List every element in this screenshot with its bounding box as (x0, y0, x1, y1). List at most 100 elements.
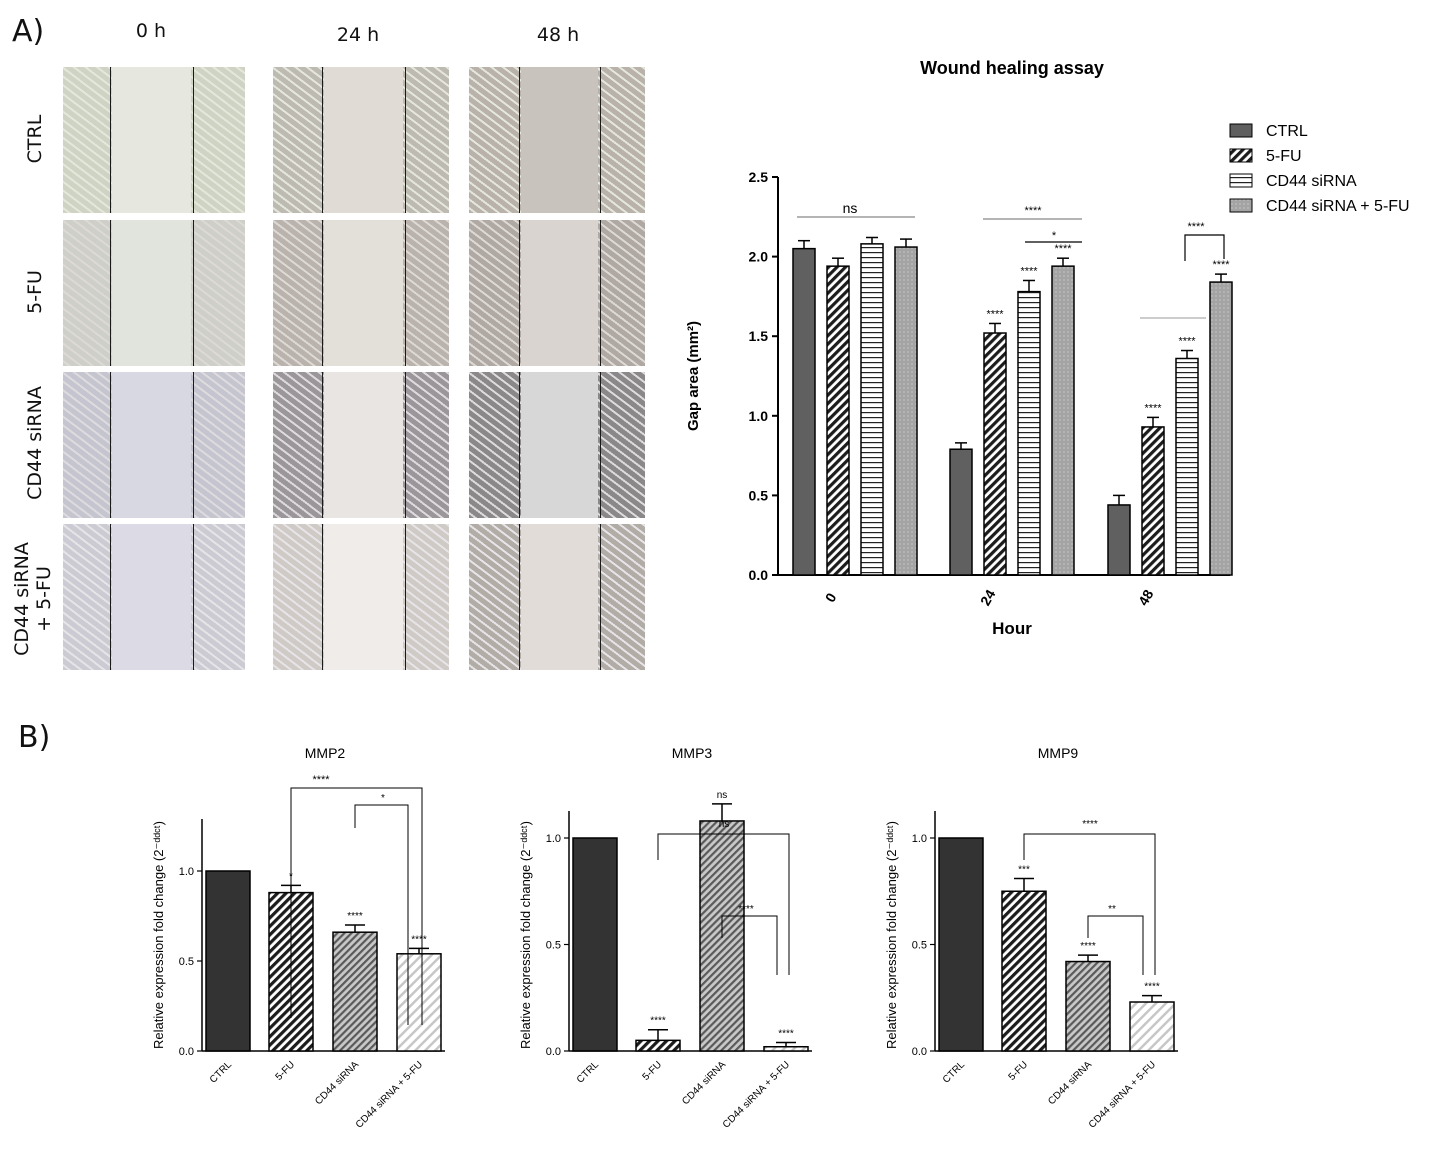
wound-gap (521, 372, 598, 518)
x-tick-label: CD44 siRNA + 5-FU (1087, 1059, 1158, 1130)
comparison-label: ** (1108, 904, 1116, 915)
x-tick-label: 5-FU (274, 1059, 298, 1083)
significance-label: **** (411, 934, 427, 945)
bar (1129, 1001, 1175, 1052)
y-tick-label: 2.5 (749, 169, 769, 185)
row-header-5fu: 5-FU (24, 270, 46, 314)
comparison-label: **** (1082, 819, 1098, 830)
significance-label: **** (650, 1016, 666, 1027)
comparison-label: * (381, 793, 385, 804)
x-tick-label: 0 (822, 590, 840, 605)
bar (205, 870, 251, 1052)
bar (1107, 504, 1131, 576)
wound-gap (112, 67, 191, 213)
wound-gap (324, 67, 403, 213)
x-tick-label: 5-FU (1007, 1059, 1031, 1083)
wound-gap (324, 372, 403, 518)
wound-gap (521, 67, 598, 213)
bar (1051, 265, 1075, 576)
column-header-48h: 48 h (536, 24, 580, 46)
comparison-label: **** (738, 904, 754, 915)
significance-label: **** (778, 1028, 794, 1039)
wound-gap (112, 220, 191, 366)
legend-swatch (1229, 198, 1253, 213)
significance-label: **** (1212, 259, 1230, 271)
bar (332, 931, 378, 1052)
bar (826, 265, 850, 576)
scratch-line (519, 372, 520, 518)
chart-title: MMP2 (305, 745, 346, 761)
scratch-line (519, 67, 520, 213)
bar (763, 1045, 809, 1052)
y-tick-label: 1.0 (179, 866, 194, 878)
micrograph-image (273, 524, 449, 670)
micrograph-image (469, 372, 645, 518)
row-header-cd44-sirna-5fu: CD44 siRNA + 5-FU (11, 542, 55, 656)
y-tick-label: 0.0 (179, 1046, 194, 1058)
scratch-line (519, 524, 520, 670)
y-tick-label: 1.0 (546, 833, 561, 845)
scratch-line (110, 67, 111, 213)
bar (949, 448, 973, 576)
legend-swatch (1229, 123, 1253, 138)
comparison-bracket (290, 787, 423, 1025)
scratch-line (193, 67, 194, 213)
bar (983, 332, 1007, 576)
significance-label: **** (1054, 243, 1072, 255)
legend-label: 5-FU (1266, 148, 1302, 165)
comparison-label: **** (1024, 205, 1042, 217)
wound-gap (324, 524, 403, 670)
y-axis-label: Relative expression fold change (2⁻ᵈᵈᶜᵗ) (151, 821, 166, 1049)
significance-label: ns (717, 790, 728, 801)
bar (396, 953, 442, 1052)
comparison-bracket (1184, 234, 1225, 261)
scratch-line (519, 220, 520, 366)
y-tick-label: 0.5 (546, 940, 561, 952)
significance-label: **** (1144, 982, 1160, 993)
significance-label: **** (1144, 402, 1162, 414)
scratch-line (193, 524, 194, 670)
significance-label: **** (1020, 265, 1038, 277)
comparison-bracket (1087, 915, 1144, 975)
bar (1209, 281, 1233, 576)
x-axis-label: Hour (992, 619, 1032, 638)
comparison-label: **** (312, 774, 330, 786)
scratch-line (600, 372, 601, 518)
row-header-ctrl: CTRL (24, 114, 46, 164)
y-tick-label: 1.0 (749, 408, 769, 424)
micrograph-image (273, 372, 449, 518)
x-tick-label: CD44 siRNA + 5-FU (354, 1059, 425, 1130)
comparison-bracket (354, 804, 409, 1025)
scratch-line (322, 524, 323, 670)
y-tick-label: 0.5 (179, 956, 194, 968)
row-header-cd44-sirna: CD44 siRNA (24, 386, 46, 500)
y-axis-label: Gap area (mm²) (685, 321, 702, 431)
y-tick-label: 0.0 (546, 1046, 561, 1058)
bar (635, 1039, 681, 1052)
scratch-line (405, 220, 406, 366)
x-tick-label: CD44 siRNA (680, 1059, 728, 1107)
comparison-label: **** (1187, 221, 1205, 233)
bar (572, 837, 618, 1052)
chart-title: Wound healing assay (920, 58, 1104, 78)
bar (1175, 357, 1199, 576)
wound-gap (324, 220, 403, 366)
y-tick-label: 0.5 (749, 487, 769, 503)
comparison-label: * (1052, 230, 1057, 242)
micrograph-image (63, 220, 245, 366)
significance-label: *** (1018, 864, 1030, 875)
scratch-line (110, 372, 111, 518)
scratch-line (322, 220, 323, 366)
significance-label: **** (1178, 336, 1196, 348)
bar (894, 246, 918, 576)
comparison-label: ns (719, 819, 730, 830)
scratch-line (600, 67, 601, 213)
column-header-0h: 0 h (135, 20, 167, 42)
micrograph-image (63, 372, 245, 518)
scratch-line (193, 220, 194, 366)
panel-b-label: B) (18, 720, 51, 755)
significance-label: **** (986, 308, 1004, 320)
mmp3-chart: MMP3 0.0 0.5 1.0 Relative expression fold ch… (518, 745, 812, 1131)
legend-swatch (1229, 173, 1253, 188)
scratch-line (193, 372, 194, 518)
